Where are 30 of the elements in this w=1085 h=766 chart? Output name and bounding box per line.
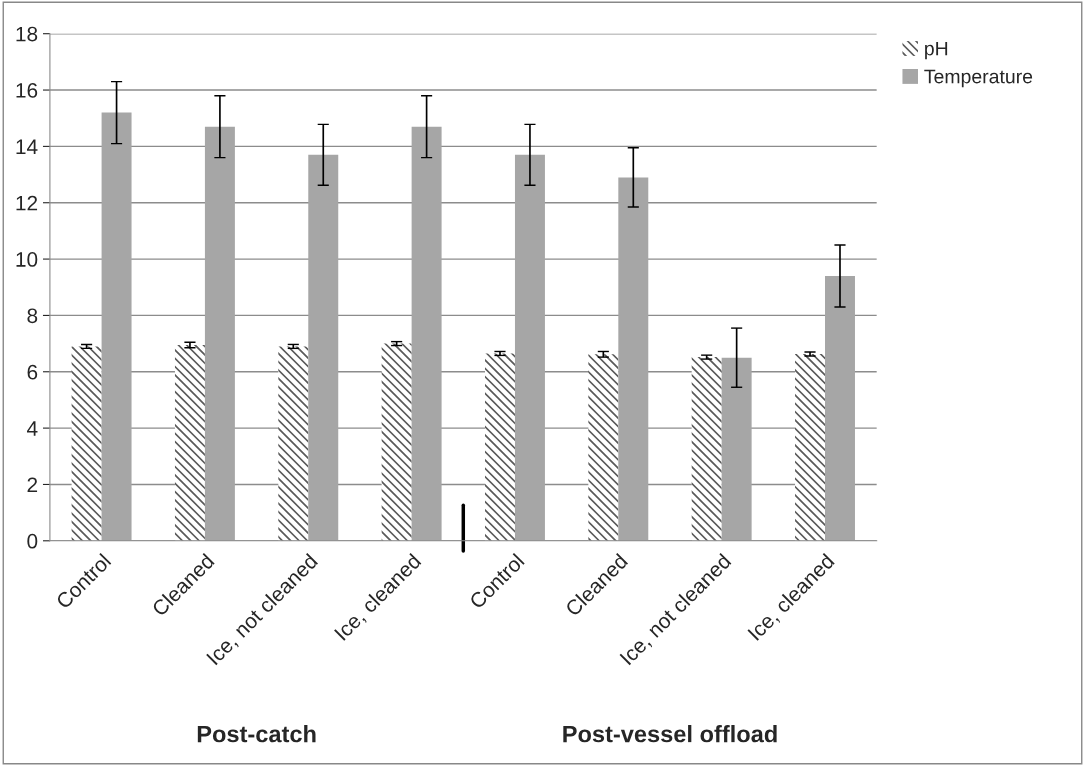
bar: [411, 126, 442, 541]
bar: [588, 354, 619, 541]
y-tick-label: 12: [16, 195, 38, 211]
bar: [691, 357, 722, 541]
bar: [825, 275, 855, 541]
y-tick-label: 16: [16, 83, 38, 98]
legend-label: pH: [925, 41, 948, 60]
bar: [618, 177, 649, 541]
y-tick-label: 10: [16, 252, 38, 267]
bar: [71, 346, 102, 541]
text: Post-vessel offload: [563, 725, 777, 743]
bar: [101, 112, 132, 541]
text: Post-catch: [197, 725, 316, 743]
bar: [485, 353, 515, 541]
legend-label: Temperature: [924, 69, 1033, 88]
y-tick-label: 14: [16, 139, 38, 154]
bar: [514, 154, 545, 541]
y-tick-label: 4: [27, 421, 38, 436]
y-tick-label: 8: [27, 308, 38, 324]
y-tick-label: 18: [16, 26, 38, 42]
y-tick-label: 0: [27, 533, 38, 549]
bar: [381, 343, 412, 541]
bar: [795, 354, 826, 541]
bar: [204, 126, 235, 541]
bar: [278, 346, 309, 541]
bar: [174, 345, 205, 541]
bar: [721, 357, 752, 541]
y-tick-label: 2: [27, 477, 38, 492]
y-tick-label: 6: [27, 364, 38, 380]
bar: [308, 154, 339, 541]
